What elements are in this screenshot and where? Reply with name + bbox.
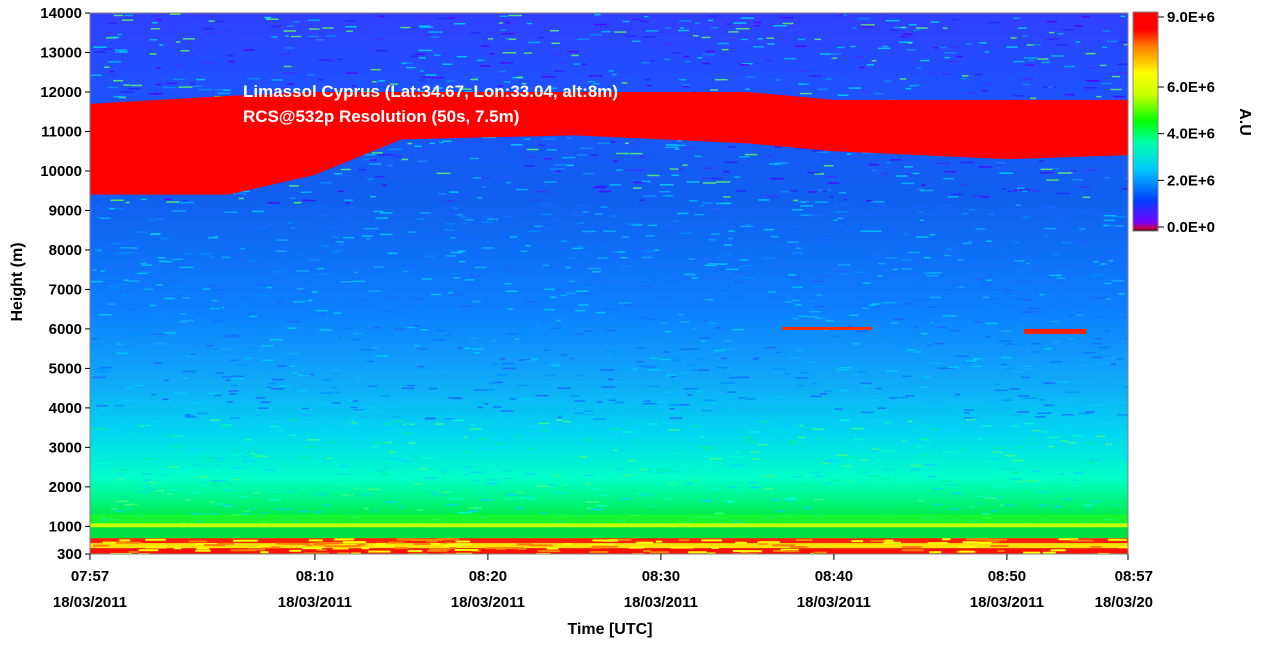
x-tick-time: 08:10 bbox=[296, 568, 334, 585]
x-tick-date: 18/03/2011 bbox=[53, 594, 127, 611]
y-tick-label: 8000 bbox=[49, 242, 82, 259]
y-axis-title: Height (m) bbox=[9, 242, 26, 321]
boundary-layer bbox=[90, 326, 1128, 554]
colorbar-tick-label: 6.0E+6 bbox=[1167, 79, 1215, 96]
y-tick-label: 10000 bbox=[40, 163, 82, 180]
x-tick-date: 18/03/2011 bbox=[970, 594, 1044, 611]
annotation-resolution: RCS@532p Resolution (50s, 7.5m) bbox=[243, 107, 519, 126]
x-tick-date: 18/03/2011 bbox=[451, 594, 525, 611]
x-axis-title: Time [UTC] bbox=[567, 621, 652, 638]
x-tick-time: 07:57 bbox=[71, 568, 109, 585]
colorbar-tick-label: 0.0E+0 bbox=[1167, 219, 1215, 236]
y-tick-label: 5000 bbox=[49, 360, 82, 377]
x-tick-date: 18/03/20 bbox=[1095, 594, 1153, 611]
colorbar-tick-label: 2.0E+6 bbox=[1167, 172, 1215, 189]
x-tick-time: 08:30 bbox=[642, 568, 680, 585]
x-tick-time: 08:50 bbox=[988, 568, 1026, 585]
x-axis: 07:57 18/03/2011 08:10 18/03/2011 08:20 18/03… bbox=[53, 554, 1153, 611]
y-tick-label: 4000 bbox=[49, 400, 82, 417]
plot-frame bbox=[89, 12, 1129, 555]
y-tick-label: 300 bbox=[57, 546, 82, 563]
x-tick-time: 08:20 bbox=[469, 568, 507, 585]
plot-area bbox=[90, 13, 1128, 554]
y-tick-label: 3000 bbox=[49, 439, 82, 456]
colorbar-ticks: 9.0E+6 6.0E+6 4.0E+6 2.0E+6 0.0E+0 bbox=[1158, 9, 1215, 236]
x-tick-date: 18/03/2011 bbox=[797, 594, 871, 611]
y-axis: 14000 13000 12000 11000 10000 9000 8000 7000 600… bbox=[40, 5, 90, 563]
y-tick-label: 13000 bbox=[40, 44, 82, 61]
x-tick-time: 08:57 bbox=[1115, 568, 1153, 585]
x-tick-time: 08:40 bbox=[815, 568, 853, 585]
colorbar: 9.0E+6 6.0E+6 4.0E+6 2.0E+6 0.0E+0 A.U bbox=[1132, 9, 1253, 236]
colorbar-gradient bbox=[1132, 11, 1159, 232]
x-tick-date: 18/03/2011 bbox=[278, 594, 352, 611]
annotation-location: Limassol Cyprus (Lat:34.67, Lon:33.04, a… bbox=[243, 82, 618, 101]
y-tick-label: 11000 bbox=[41, 123, 82, 140]
cirrus-cloud-layer bbox=[90, 91, 1128, 195]
y-tick-label: 9000 bbox=[49, 202, 82, 219]
colorbar-label: A.U bbox=[1236, 108, 1253, 136]
y-tick-label: 14000 bbox=[40, 5, 82, 22]
x-tick-date: 18/03/2011 bbox=[624, 594, 698, 611]
y-tick-label: 12000 bbox=[40, 84, 82, 101]
colorbar-tick-label: 4.0E+6 bbox=[1167, 126, 1215, 143]
y-tick-label: 7000 bbox=[49, 281, 82, 298]
y-tick-label: 6000 bbox=[49, 321, 82, 338]
y-tick-label: 2000 bbox=[49, 479, 82, 496]
colorbar-tick-label: 9.0E+6 bbox=[1167, 9, 1215, 26]
y-tick-label: 1000 bbox=[49, 518, 82, 535]
